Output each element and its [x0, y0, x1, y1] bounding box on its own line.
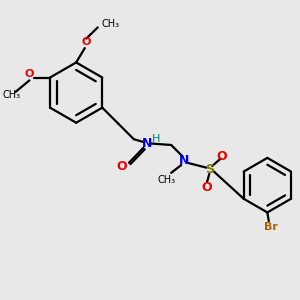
Text: O: O [82, 37, 91, 47]
Text: N: N [142, 137, 152, 150]
Text: CH₃: CH₃ [2, 90, 20, 100]
Text: H: H [152, 134, 160, 144]
Text: CH₃: CH₃ [158, 175, 176, 185]
Text: N: N [179, 154, 189, 167]
Text: S: S [206, 163, 214, 176]
Text: O: O [217, 150, 227, 163]
Text: O: O [25, 69, 34, 79]
Text: Br: Br [264, 222, 278, 232]
Text: O: O [202, 181, 212, 194]
Text: CH₃: CH₃ [101, 19, 120, 29]
Text: O: O [116, 160, 127, 173]
